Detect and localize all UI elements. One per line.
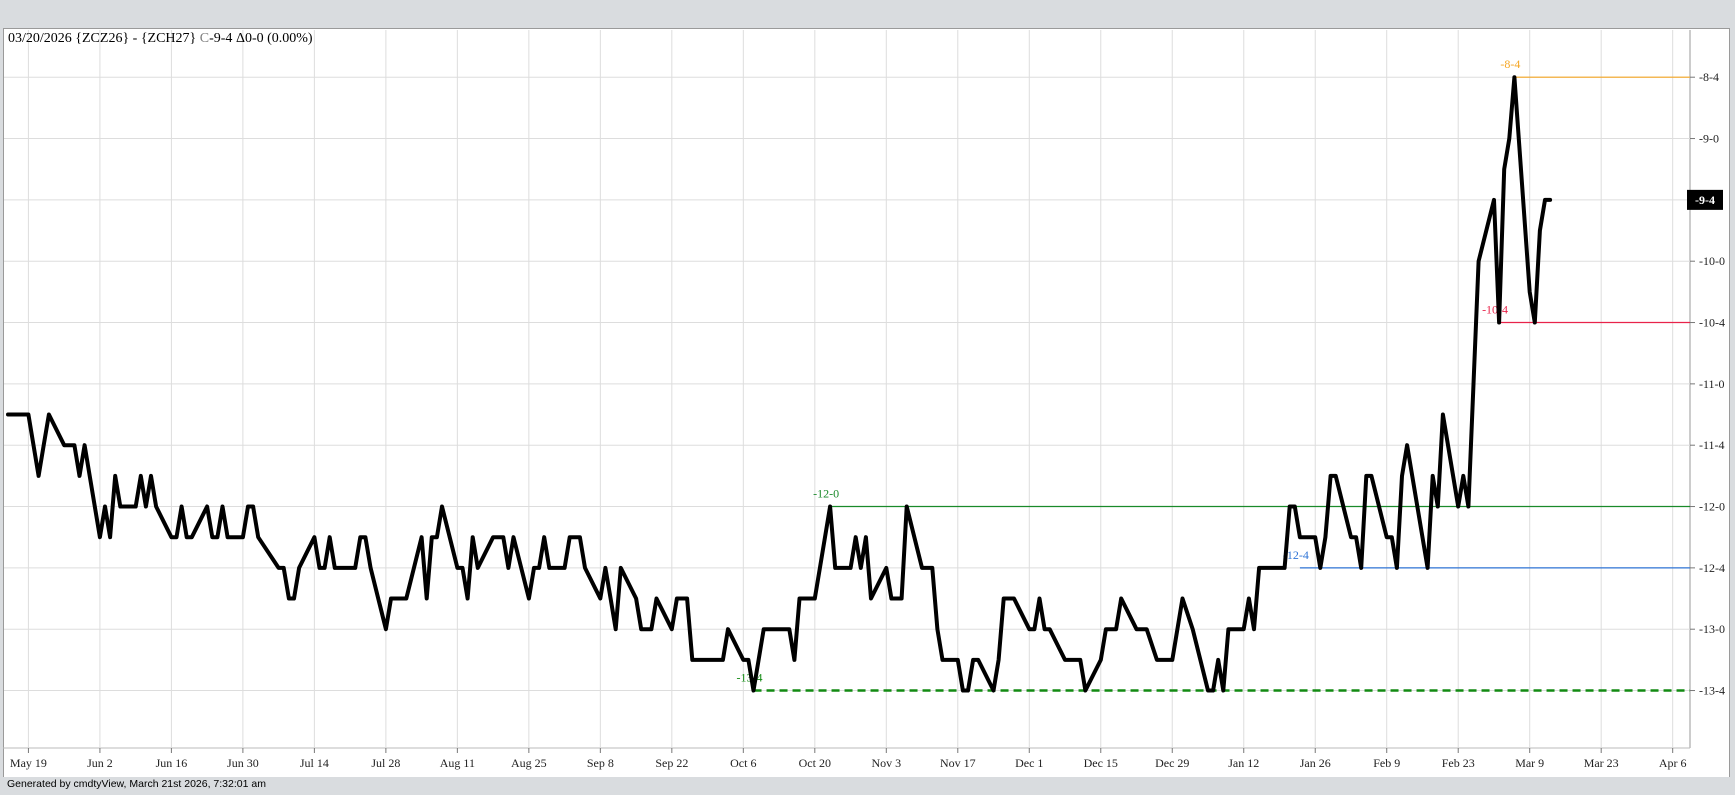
x-tick-label: Jun 30: [227, 756, 259, 770]
x-tick-label: Aug 11: [440, 756, 475, 770]
x-tick-label: Feb 23: [1442, 756, 1475, 770]
x-tick-label: Nov 17: [940, 756, 976, 770]
y-tick-label: -13-4: [1699, 684, 1725, 698]
x-tick-label: May 19: [10, 756, 47, 770]
level-label: -8-4: [1500, 57, 1520, 71]
x-tick-label: Feb 9: [1373, 756, 1400, 770]
chart-header: 03/20/2026 {ZCZ26} - {ZCH27} C-9-4 Δ0-0 …: [8, 31, 313, 47]
series-line: [6, 75, 1553, 693]
price-series: [6, 75, 1553, 693]
header-date: 03/20/2026: [8, 31, 72, 46]
gridlines: [3, 30, 1691, 749]
footer-bar: [0, 777, 1735, 795]
x-tick-label: Jun 16: [156, 756, 188, 770]
y-tick-label: -9-0: [1699, 132, 1719, 146]
x-tick-label: Jan 26: [1300, 756, 1331, 770]
y-tick-label: -10-4: [1699, 316, 1725, 330]
level-label: -12-4: [1283, 548, 1309, 562]
header-spread: {ZCZ26} - {ZCH27}: [75, 31, 197, 46]
x-tick-label: Aug 25: [511, 756, 547, 770]
x-tick-label: Mar 23: [1584, 756, 1619, 770]
x-axis: May 19 Jun 2 Jun 16 Jun 30 Jul 14 Jul 28 Aug 1…: [10, 748, 1687, 770]
level-label: -12-0: [813, 487, 839, 501]
x-tick-label: Oct 6: [730, 756, 756, 770]
y-tick-label: -8-4: [1699, 70, 1719, 84]
y-tick-label: -13-0: [1699, 622, 1725, 636]
x-tick-label: Dec 15: [1084, 756, 1118, 770]
x-tick-label: Dec 29: [1155, 756, 1189, 770]
last-value-marker: -9-4: [1687, 189, 1723, 210]
x-tick-label: Sep 22: [655, 756, 688, 770]
footer-generated: Generated by cmdtyView, March 21st 2026,…: [7, 778, 266, 790]
x-tick-label: Apr 6: [1659, 756, 1687, 770]
level-lines: -8-4-10-4-12-0-12-4-13-4: [737, 57, 1690, 692]
x-tick-label: Mar 9: [1515, 756, 1544, 770]
x-tick-label: Jul 14: [300, 756, 329, 770]
x-tick-label: Oct 20: [799, 756, 831, 770]
last-value-box: [1687, 189, 1723, 210]
level-label: -10-4: [1482, 303, 1508, 317]
last-value-label: -9-4: [1695, 193, 1715, 207]
x-tick-label: Jun 2: [87, 756, 113, 770]
x-tick-label: Nov 3: [871, 756, 901, 770]
y-axis: -8-4 -9-0 -9-4 -10-0 -10-4 -11-0 -11-4 -12-0 -12…: [1690, 70, 1725, 698]
y-tick-label: -10-0: [1699, 254, 1725, 268]
y-tick-label: -12-0: [1699, 500, 1725, 514]
header-change: Δ0-0 (0.00%): [235, 31, 313, 46]
chart-panel: [3, 28, 1730, 778]
x-tick-label: Dec 1: [1015, 756, 1043, 770]
x-tick-label: Jul 28: [371, 756, 400, 770]
x-tick-label: Jan 12: [1228, 756, 1259, 770]
x-tick-label: Sep 8: [587, 756, 614, 770]
header-close-prefix: C: [199, 31, 210, 46]
y-tick-label: -12-4: [1699, 561, 1725, 575]
y-tick-label: -11-0: [1699, 377, 1725, 391]
header-close: -9-4: [209, 31, 233, 46]
y-tick-label: -11-4: [1699, 438, 1725, 452]
